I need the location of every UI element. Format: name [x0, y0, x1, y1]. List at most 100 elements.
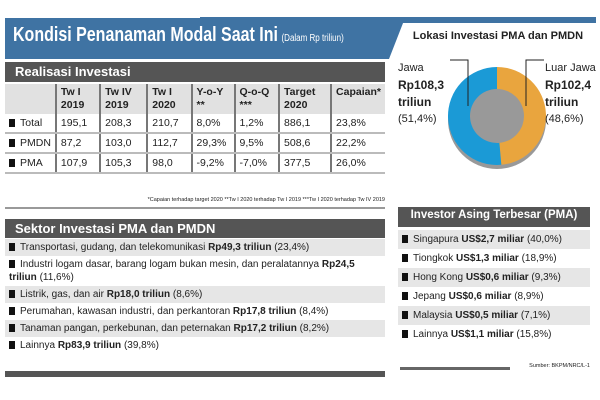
item-pct: (8,2%) — [299, 323, 330, 334]
footnote: *Capaian terhadap target 2020 **Tw I 202… — [5, 196, 385, 209]
table-cell: 107,9 — [54, 153, 101, 174]
table-cell: 98,0 — [146, 153, 192, 174]
bullet-icon — [9, 307, 15, 316]
item-pct: (8,9%) — [514, 291, 544, 302]
title-banner — [5, 18, 405, 59]
item-name: Tiongkok — [413, 253, 454, 264]
item-value: Rp83,9 triliun — [57, 340, 122, 351]
jawa-pct: (51,4%) — [398, 113, 437, 125]
list-item: Lainnya US$1,1 miliar (15,8%) — [398, 325, 590, 344]
list-item: Hong Kong US$0,6 miliar (9,3%) — [398, 268, 590, 287]
row-label-text: PMA — [20, 157, 43, 169]
table-cell: 23,8% — [330, 114, 385, 134]
item-name: Malaysia — [413, 310, 453, 321]
item-value: US$1,3 miliar — [456, 253, 519, 264]
divider — [400, 367, 510, 370]
leader-line — [525, 59, 544, 106]
bullet-icon — [9, 341, 15, 350]
row-label: Total — [5, 114, 56, 134]
item-name: Transportasi, gudang, dan telekomunikasi — [20, 242, 206, 253]
item-name: Industri logam dasar, barang logam bukan… — [20, 259, 320, 270]
table-cell: 26,0% — [330, 153, 385, 174]
bullet-icon — [402, 292, 408, 301]
list-item: Singapura US$2,7 miliar (40,0%) — [398, 230, 590, 249]
table-cell: 8,0% — [190, 114, 235, 134]
label-jawa: Jawa Rp108,3 triliun (51,4%) — [398, 60, 448, 128]
title-block: Kondisi Penanaman Modal Saat Ini (Dalam … — [13, 24, 344, 47]
table-row: PMDN 87,2 103,0 112,7 29,3% 9,5% 508,6 22,2% — [5, 133, 385, 154]
bullet-icon — [402, 273, 408, 282]
row-label: PMA — [5, 153, 56, 174]
column-header — [5, 84, 56, 114]
item-pct: (9,3%) — [531, 272, 561, 283]
item-pct: (39,8%) — [123, 340, 159, 351]
donut-slice-luar-jawa — [497, 67, 547, 165]
item-value: US$2,7 miliar — [461, 234, 525, 245]
unit-label: (Dalam Rp triliun) — [281, 33, 344, 44]
table-cell: 377,5 — [278, 153, 332, 174]
item-name: Listrik, gas, dan air — [20, 289, 104, 300]
item-pct: (18,9%) — [521, 253, 557, 264]
table-cell: 508,6 — [278, 133, 332, 154]
bullet-icon — [402, 330, 408, 339]
jawa-name: Jawa — [398, 62, 424, 74]
column-header: Tw I 2020 — [146, 84, 192, 114]
list-item: Industri logam dasar, barang logam bukan… — [5, 256, 385, 286]
row-label-text: Total — [20, 117, 43, 129]
bullet-icon — [9, 324, 15, 333]
item-name: Jepang — [413, 291, 446, 302]
item-value: Rp17,2 triliun — [233, 323, 297, 334]
column-header: Q-o-Q *** — [233, 84, 280, 114]
donut-chart — [448, 59, 547, 169]
table-cell: 105,3 — [99, 153, 148, 174]
divider — [5, 371, 385, 377]
column-header: Capaian* — [330, 84, 385, 114]
column-header: Tw IV 2019 — [99, 84, 148, 114]
luar-jawa-pct: (48,6%) — [545, 113, 584, 125]
bullet-icon — [9, 139, 15, 148]
donut-slice-jawa — [448, 67, 502, 165]
item-name: Perumahan, kawasan industri, dan perkant… — [20, 306, 231, 317]
item-value: Rp18,0 triliun — [106, 289, 171, 300]
bullet-icon — [9, 119, 15, 128]
table-row: PMA 107,9 105,3 98,0 -9,2% -7,0% 377,5 26,0% — [5, 153, 385, 174]
column-header: Y-o-Y ** — [190, 84, 235, 114]
item-value: Rp49,3 triliun — [208, 242, 272, 253]
realisasi-table: Tw I 2019 Tw IV 2019 Tw I 2020 Y-o-Y ** Q-o-… — [5, 84, 385, 174]
item-pct: (7,1%) — [520, 310, 551, 321]
table-row: Total 195,1 208,3 210,7 8,0% 1,2% 886,1 23,8% — [5, 114, 385, 134]
source: Sumber: BKPM/NRC/L-1 — [529, 363, 590, 369]
bullet-icon — [402, 254, 408, 263]
list-item: Listrik, gas, dan air Rp18,0 triliun (8,… — [5, 286, 385, 303]
item-value: Rp17,8 triliun — [232, 306, 297, 317]
row-label-text: PMDN — [20, 137, 51, 149]
leader-line — [450, 59, 469, 106]
item-name: Lainnya — [413, 329, 449, 340]
table-cell: 1,2% — [233, 114, 280, 134]
bullet-icon — [402, 311, 408, 320]
bullet-icon — [402, 235, 408, 244]
list-item: Tiongkok US$1,3 miliar (18,9%) — [398, 249, 590, 268]
label-luar-jawa: Luar Jawa Rp102,4 triliun (48,6%) — [545, 60, 596, 128]
list-item: Transportasi, gudang, dan telekomunikasi… — [5, 239, 385, 256]
table-cell: 87,2 — [54, 133, 101, 154]
item-value: US$0,6 miliar — [448, 291, 512, 302]
item-pct: (8,6%) — [172, 289, 203, 300]
chart-title: Lokasi Investasi PMA dan PMDN — [412, 30, 584, 42]
investor-list: Singapura US$2,7 miliar (40,0%) Tiongkok … — [398, 230, 590, 344]
sektor-list: Transportasi, gudang, dan telekomunikasi… — [5, 239, 385, 354]
item-pct: (40,0%) — [526, 234, 562, 245]
investor-heading: Investor Asing Terbesar (PMA) — [398, 207, 590, 227]
bullet-icon — [9, 260, 15, 269]
item-pct: (15,8%) — [516, 329, 552, 340]
item-name: Singapura — [413, 234, 459, 245]
luar-jawa-name: Luar Jawa — [545, 62, 596, 74]
jawa-value: Rp108,3 triliun — [398, 78, 445, 109]
item-name: Lainnya — [20, 340, 56, 351]
page-title: Kondisi Penanaman Modal Saat Ini — [13, 24, 278, 46]
column-header: Target 2020 — [278, 84, 332, 114]
bullet-icon — [9, 159, 15, 168]
table-cell: 9,5% — [233, 133, 280, 154]
item-name: Tanaman pangan, perkebunan, dan peternak… — [20, 323, 231, 334]
table-cell: 112,7 — [146, 133, 192, 154]
